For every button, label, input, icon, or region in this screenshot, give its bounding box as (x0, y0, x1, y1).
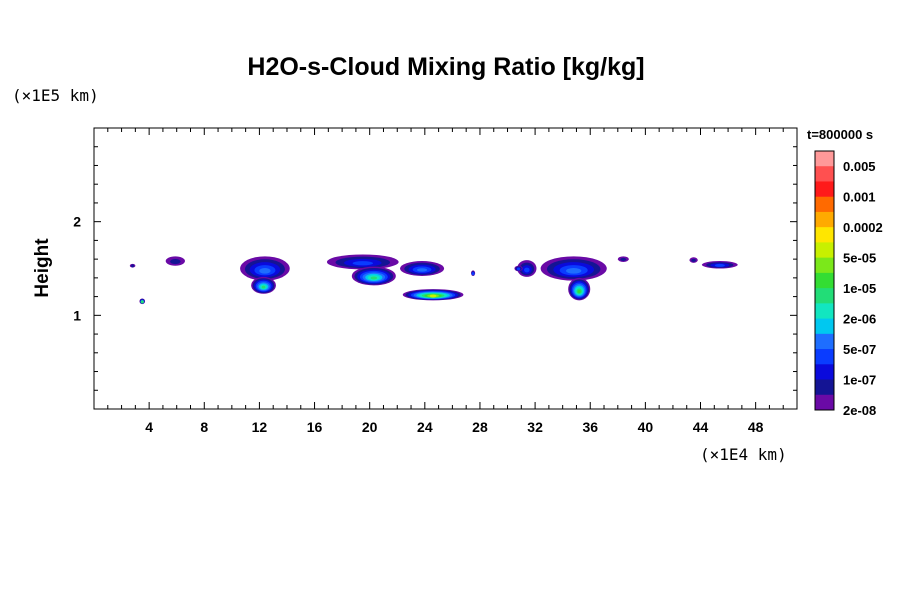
colorbar-swatch (815, 318, 834, 335)
colorbar-swatch (815, 257, 834, 274)
cloud-patch (326, 254, 399, 270)
x-tick-label: 8 (200, 419, 208, 435)
y-axis-unit: (×1E5 km) (12, 86, 99, 105)
contour-band (524, 267, 530, 273)
cloud-patch (240, 256, 290, 281)
x-tick-label: 44 (693, 419, 709, 435)
colorbar-label: 5e-05 (843, 251, 876, 266)
colorbar-label: 2e-08 (843, 403, 876, 418)
colorbar: 0.005 0.001 0.0002 5e-05 1e-05 2e-06 5e-07 1e-0… (814, 150, 883, 418)
x-axis-unit: (×1E4 km) (700, 445, 787, 464)
x-tick-label: 20 (362, 419, 378, 435)
contour-band (620, 257, 627, 261)
chart-title: H2O-s-Cloud Mixing Ratio [kg/kg] (247, 53, 644, 81)
colorbar-label: 0.0002 (843, 220, 883, 235)
colorbar-label: 0.005 (843, 159, 876, 174)
cloud-patch (471, 270, 476, 276)
x-tick-label: 48 (748, 419, 764, 435)
y-ticks: 12 (73, 146, 797, 391)
plot-data (129, 254, 738, 305)
colorbar-swatch (815, 349, 834, 365)
contour-band (140, 300, 144, 304)
cloud-patch (139, 298, 146, 305)
contour-band (416, 268, 428, 272)
contour-band (170, 258, 181, 265)
colorbar-label: 0.001 (843, 190, 876, 205)
contour-band (370, 276, 378, 280)
x-tick-label: 4 (145, 419, 153, 435)
cloud-patch (165, 256, 185, 266)
colorbar-swatch (815, 288, 834, 304)
contour-band (352, 261, 374, 266)
contour-band (131, 264, 135, 268)
colorbar-swatch (815, 181, 834, 198)
contour-band (471, 272, 475, 276)
colorbar-swatch (815, 333, 834, 350)
time-label: t=800000 s (807, 127, 873, 142)
x-tick-label: 28 (472, 419, 488, 435)
colorbar-swatch (815, 196, 834, 213)
colorbar-swatch (815, 394, 834, 411)
cloud-patch (517, 260, 537, 277)
x-tick-label: 40 (638, 419, 654, 435)
contour-band (566, 268, 582, 274)
contour-band (691, 258, 696, 262)
x-tick-label: 24 (417, 419, 433, 435)
x-tick-label: 32 (527, 419, 543, 435)
contour-band (714, 263, 725, 267)
contour-band (259, 268, 271, 274)
colorbar-swatch (815, 211, 834, 228)
contour-band (261, 285, 266, 289)
colorbar-frame (814, 150, 835, 411)
cloud-patch (400, 261, 445, 276)
x-tick-label: 36 (582, 419, 598, 435)
cloud-patch (701, 261, 738, 269)
colorbar-swatch (815, 272, 834, 289)
cloud-patch (540, 256, 607, 281)
cloud-patch (251, 276, 276, 294)
cloud-patch (129, 263, 136, 268)
cloud-patch (351, 266, 396, 286)
contour-band (517, 267, 521, 271)
colorbar-label: 2e-06 (843, 312, 876, 327)
colorbar-swatch (815, 151, 834, 167)
colorbar-swatch (815, 379, 834, 396)
colorbar-swatch (815, 242, 834, 259)
cloud-patch (568, 277, 591, 301)
cloud-patch (514, 265, 523, 272)
colorbar-label: 5e-07 (843, 342, 876, 357)
cloud-patch (402, 289, 464, 301)
y-tick-label: 1 (73, 307, 81, 323)
colorbar-label: 1e-07 (843, 373, 876, 388)
cloud-patch (689, 257, 698, 263)
contour-band (429, 294, 437, 298)
y-tick-label: 2 (73, 214, 81, 230)
y-axis-label: Height (32, 238, 53, 298)
contour-band (577, 290, 581, 294)
colorbar-swatch (815, 227, 834, 243)
colorbar-label: 1e-05 (843, 281, 876, 296)
cloud-patch (617, 256, 629, 262)
x-ticks: 4 8 12 16 20 24 28 32 36 40 44 48 (107, 128, 784, 435)
x-tick-label: 12 (252, 419, 268, 435)
colorbar-swatch (815, 303, 834, 320)
x-tick-label: 16 (307, 419, 323, 435)
colorbar-swatch (815, 364, 834, 381)
plot-frame (93, 127, 798, 410)
colorbar-swatch (815, 166, 834, 182)
